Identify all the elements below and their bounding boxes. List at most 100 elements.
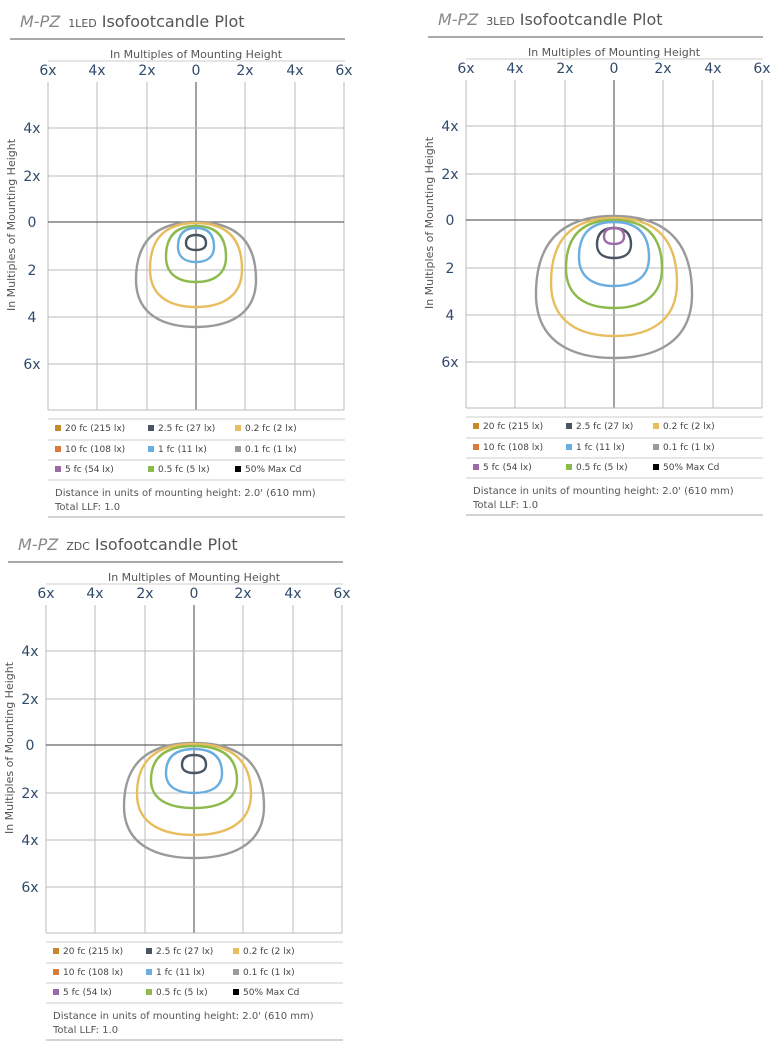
isofootcandle-contour: [180, 753, 208, 775]
legend-swatch: [566, 423, 572, 429]
model: M-PZ: [438, 10, 479, 29]
legend-swatch: [53, 969, 59, 975]
y-tick-label: 2x: [21, 692, 38, 708]
isofootcandle-contour: [564, 218, 664, 310]
x-tick-label: 6x: [39, 63, 56, 79]
legend-label: 10 fc (108 lx): [65, 445, 125, 455]
x-tick-label: 4x: [88, 63, 105, 79]
legend-swatch: [148, 425, 154, 431]
panel-title: M-PZ 1LED Isofootcandle Plot: [20, 12, 245, 31]
legend-label: 2.5 fc (27 lx): [576, 422, 633, 432]
legend-swatch: [233, 989, 239, 995]
model: M-PZ: [20, 12, 61, 31]
variant: 1LED: [68, 17, 97, 30]
legend-swatch: [653, 464, 659, 470]
name: Isofootcandle Plot: [95, 535, 238, 554]
legend-label: 0.2 fc (2 lx): [663, 422, 715, 432]
isofootcandle-contour: [602, 226, 626, 246]
y-tick-label: 0: [446, 213, 455, 229]
x-tick-label: 2x: [136, 586, 153, 602]
x-tick-label: 0: [610, 61, 619, 77]
legend-swatch: [55, 425, 61, 431]
note: Distance in units of mounting height: 2.…: [53, 1011, 314, 1022]
legend-swatch: [233, 969, 239, 975]
legend-label: 5 fc (54 lx): [483, 463, 532, 473]
legend-swatch: [235, 446, 241, 452]
y-tick-label: 2x: [21, 786, 38, 802]
legend-label: 10 fc (108 lx): [483, 443, 543, 453]
legend-swatch: [233, 948, 239, 954]
x-tick-label: 6x: [335, 63, 352, 79]
x-tick-label: 2x: [556, 61, 573, 77]
panel-title: M-PZ ZDC Isofootcandle Plot: [18, 535, 238, 554]
name: Isofootcandle Plot: [102, 12, 245, 31]
note: Distance in units of mounting height: 2.…: [55, 488, 316, 499]
isofootcandle-contour: [135, 742, 253, 837]
x-tick-label: 0: [190, 586, 199, 602]
legend-label: 2.5 fc (27 lx): [158, 424, 215, 434]
x-axis-title: In Multiples of Mounting Height: [110, 48, 283, 61]
y-tick-label: 4x: [23, 121, 40, 137]
x-tick-label: 6x: [753, 61, 770, 77]
note: Total LLF: 1.0: [54, 502, 120, 513]
x-axis-title: In Multiples of Mounting Height: [108, 571, 281, 584]
x-tick-label: 4x: [284, 586, 301, 602]
legend-label: 1 fc (11 lx): [158, 445, 207, 455]
x-tick-label: 2x: [234, 586, 251, 602]
y-tick-label: 2: [446, 261, 455, 277]
x-tick-label: 4x: [286, 63, 303, 79]
panel-title: M-PZ 3LED Isofootcandle Plot: [438, 10, 663, 29]
x-tick-label: 0: [192, 63, 201, 79]
y-axis-title: In Multiples of Mounting Height: [3, 661, 16, 834]
legend-label: 0.1 fc (1 lx): [663, 443, 715, 453]
legend-label: 10 fc (108 lx): [63, 968, 123, 978]
legend-label: 2.5 fc (27 lx): [156, 947, 213, 957]
legend-swatch: [653, 423, 659, 429]
legend-swatch: [146, 969, 152, 975]
legend-label: 0.5 fc (5 lx): [156, 988, 208, 998]
isofootcandle-contour: [595, 226, 633, 260]
y-tick-label: 4x: [441, 119, 458, 135]
y-tick-label: 6x: [23, 357, 40, 373]
panel: M-PZ ZDC Isofootcandle Plot In Multiples of…: [3, 535, 351, 1041]
legend-label: 0.5 fc (5 lx): [576, 463, 628, 473]
x-tick-label: 2x: [138, 63, 155, 79]
x-tick-label: 6x: [37, 586, 54, 602]
x-tick-label: 4x: [704, 61, 721, 77]
y-tick-label: 2x: [23, 169, 40, 185]
y-tick-label: 0: [26, 738, 35, 754]
variant: 3LED: [486, 15, 515, 28]
legend-label: 50% Max Cd: [663, 463, 719, 473]
legend-label: 0.2 fc (2 lx): [245, 424, 297, 434]
name: Isofootcandle Plot: [520, 10, 663, 29]
legend-swatch: [235, 425, 241, 431]
isofootcandle-contour: [164, 747, 224, 795]
isofootcandle-contour: [149, 744, 239, 810]
legend-label: 50% Max Cd: [243, 988, 299, 998]
x-tick-label: 4x: [506, 61, 523, 77]
note: Distance in units of mounting height: 2.…: [473, 486, 734, 497]
isofootcandle-contour: [549, 216, 679, 338]
x-tick-label: 6x: [333, 586, 350, 602]
isofootcandle-contour: [122, 741, 266, 860]
y-tick-label: 4x: [21, 833, 38, 849]
legend-swatch: [148, 466, 154, 472]
x-axis-title: In Multiples of Mounting Height: [528, 46, 701, 59]
legend-label: 5 fc (54 lx): [65, 465, 114, 475]
y-tick-label: 0: [28, 215, 37, 231]
legend-label: 20 fc (215 lx): [63, 947, 123, 957]
legend-label: 1 fc (11 lx): [156, 968, 205, 978]
variant: ZDC: [66, 540, 90, 553]
legend-swatch: [473, 464, 479, 470]
isofootcandle-contour: [134, 220, 258, 329]
y-tick-label: 6x: [21, 880, 38, 896]
y-tick-label: 4: [28, 310, 37, 326]
y-tick-label: 4x: [21, 644, 38, 660]
legend-swatch: [473, 444, 479, 450]
legend-swatch: [53, 948, 59, 954]
note: Total LLF: 1.0: [472, 500, 538, 511]
model: M-PZ: [18, 535, 59, 554]
legend-swatch: [148, 446, 154, 452]
legend-label: 1 fc (11 lx): [576, 443, 625, 453]
